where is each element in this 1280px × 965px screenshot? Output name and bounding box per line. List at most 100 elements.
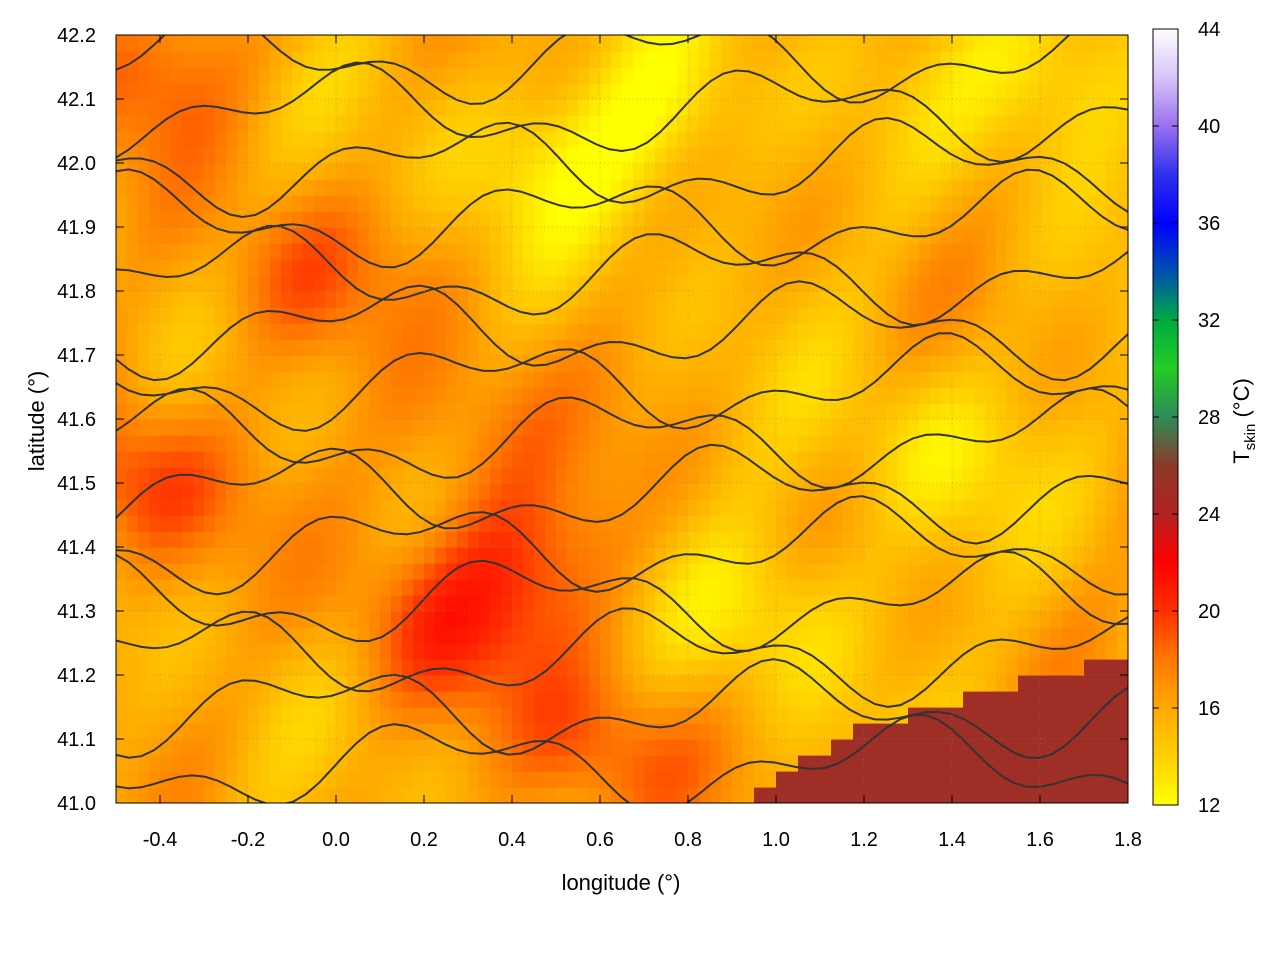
heatmap-cell — [127, 563, 139, 580]
heatmap-cell — [765, 67, 777, 84]
heatmap-cell — [820, 467, 832, 484]
heatmap-cell — [963, 339, 975, 356]
heatmap-cell — [908, 627, 920, 644]
heatmap-cell — [721, 339, 733, 356]
heatmap-cell — [622, 483, 634, 500]
heatmap-cell — [578, 195, 590, 212]
heatmap-cell — [413, 515, 425, 532]
heatmap-cell — [798, 451, 810, 468]
heatmap-cell — [468, 691, 480, 708]
heatmap-cell — [204, 307, 216, 324]
heatmap-cell — [501, 243, 513, 260]
heatmap-cell — [1106, 595, 1118, 612]
heatmap-cell — [292, 707, 304, 724]
elevation-contours — [116, 35, 1128, 803]
heatmap-cell — [820, 307, 832, 324]
heatmap-cell — [138, 275, 150, 292]
heatmap-cell — [743, 291, 755, 308]
heatmap-cell — [776, 99, 788, 116]
heatmap-cell — [127, 67, 139, 84]
heatmap-cell — [655, 691, 667, 708]
heatmap-cell — [1007, 787, 1019, 803]
heatmap-cell — [138, 67, 150, 84]
heatmap-cell — [897, 387, 909, 404]
heatmap-cell — [424, 115, 436, 132]
heatmap-cell — [512, 739, 524, 756]
heatmap-cell — [226, 371, 238, 388]
heatmap-cell — [1106, 531, 1118, 548]
heatmap-cell — [952, 147, 964, 164]
heatmap-cell — [215, 579, 227, 596]
heatmap-cell — [600, 739, 612, 756]
heatmap-cell — [391, 691, 403, 708]
heatmap-cell — [1095, 483, 1107, 500]
heatmap-cell — [875, 211, 887, 228]
heatmap-cell — [776, 307, 788, 324]
heatmap-cell — [237, 259, 249, 276]
heatmap-cell — [853, 755, 865, 772]
heatmap-cell — [897, 419, 909, 436]
heatmap-cell — [226, 291, 238, 308]
heatmap-cell — [798, 291, 810, 308]
heatmap-cell — [875, 307, 887, 324]
heatmap-cell — [1029, 259, 1041, 276]
heatmap-cell — [853, 259, 865, 276]
heatmap-cell — [798, 403, 810, 420]
heatmap-cell — [765, 387, 777, 404]
heatmap-cell — [479, 339, 491, 356]
heatmap-cell — [1029, 515, 1041, 532]
heatmap-cell — [116, 211, 128, 228]
heatmap-cell — [677, 35, 689, 52]
heatmap-cell — [787, 691, 799, 708]
heatmap-cell — [1117, 403, 1128, 420]
heatmap-cell — [369, 419, 381, 436]
heatmap-cell — [963, 227, 975, 244]
heatmap-cell — [193, 179, 205, 196]
heatmap-cell — [534, 531, 546, 548]
heatmap-cell — [798, 659, 810, 676]
heatmap-cell — [666, 515, 678, 532]
heatmap-cell — [545, 179, 557, 196]
heatmap-cell — [358, 627, 370, 644]
heatmap-cell — [820, 67, 832, 84]
heatmap-cell — [952, 579, 964, 596]
heatmap-cell — [864, 387, 876, 404]
heatmap-cell — [138, 211, 150, 228]
heatmap-cell — [831, 627, 843, 644]
heatmap-cell — [908, 195, 920, 212]
heatmap-cell — [1029, 291, 1041, 308]
heatmap-cell — [875, 371, 887, 388]
heatmap-cell — [787, 227, 799, 244]
heatmap-cell — [1051, 115, 1063, 132]
heatmap-cell — [325, 67, 337, 84]
heatmap-cell — [468, 355, 480, 372]
heatmap-cell — [908, 179, 920, 196]
heatmap-cell — [281, 403, 293, 420]
heatmap-cell — [1040, 291, 1052, 308]
heatmap-cell — [457, 115, 469, 132]
heatmap-cell — [963, 211, 975, 228]
heatmap-cell — [776, 323, 788, 340]
heatmap-cell — [710, 67, 722, 84]
heatmap-cell — [831, 67, 843, 84]
heatmap-cell — [765, 547, 777, 564]
heatmap-cell — [193, 611, 205, 628]
contour-line — [116, 658, 1128, 760]
heatmap-cell — [919, 275, 931, 292]
heatmap-cell — [270, 115, 282, 132]
heatmap-cell — [336, 99, 348, 116]
heatmap-cell — [545, 675, 557, 692]
heatmap-cell — [325, 275, 337, 292]
heatmap-cell — [1007, 243, 1019, 260]
heatmap-cell — [325, 211, 337, 228]
heatmap-cell — [380, 99, 392, 116]
heatmap-cell — [270, 131, 282, 148]
heatmap-cell — [215, 131, 227, 148]
heatmap-cell — [666, 467, 678, 484]
heatmap-cell — [336, 515, 348, 532]
heatmap-cell — [930, 579, 942, 596]
heatmap-cell — [534, 787, 546, 803]
heatmap-cell — [567, 531, 579, 548]
heatmap-cell — [820, 547, 832, 564]
heatmap-cell — [1084, 355, 1096, 372]
